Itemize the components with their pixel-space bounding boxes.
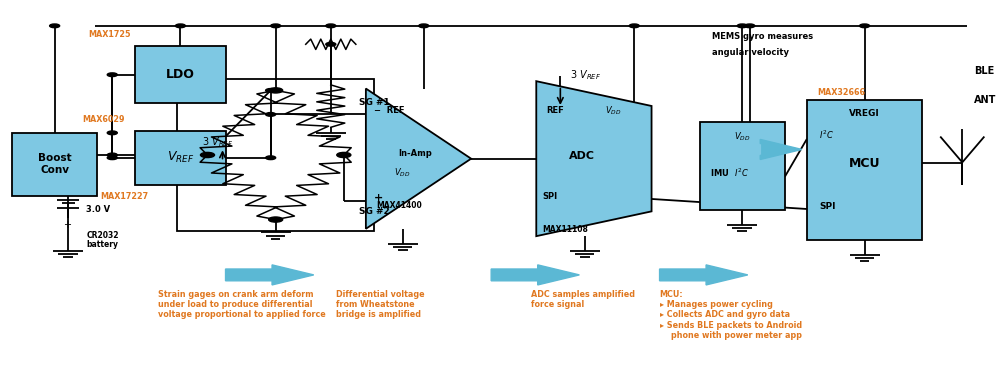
Circle shape: [49, 24, 59, 28]
Text: 3.0 V: 3.0 V: [86, 205, 110, 214]
FancyBboxPatch shape: [12, 133, 97, 196]
Polygon shape: [366, 89, 471, 229]
Text: Boost
Conv: Boost Conv: [38, 154, 71, 175]
Text: IMU  $I^2C$: IMU $I^2C$: [709, 166, 747, 179]
Text: $I^2C$: $I^2C$: [819, 128, 833, 141]
Circle shape: [266, 156, 276, 160]
Text: $3\ V_{REF}$: $3\ V_{REF}$: [202, 135, 233, 149]
Circle shape: [859, 24, 869, 28]
Bar: [177, 79, 374, 231]
Circle shape: [107, 73, 117, 77]
Text: SPI: SPI: [541, 192, 557, 201]
Text: LDO: LDO: [165, 68, 194, 81]
FancyBboxPatch shape: [807, 100, 921, 240]
Text: SG #2: SG #2: [359, 207, 389, 216]
Text: Strain gages on crank arm deform
under load to produce differential
voltage prop: Strain gages on crank arm deform under l…: [158, 290, 326, 320]
Text: SG #1: SG #1: [359, 98, 389, 107]
Text: +: +: [374, 193, 383, 203]
Circle shape: [628, 24, 638, 28]
Circle shape: [326, 42, 336, 46]
Text: SPI: SPI: [819, 202, 835, 211]
Text: ANT: ANT: [973, 95, 996, 105]
Circle shape: [271, 24, 281, 28]
Text: MAX32666: MAX32666: [817, 88, 864, 97]
Circle shape: [175, 24, 185, 28]
Circle shape: [266, 113, 276, 116]
Text: Differential voltage
from Wheatstone
bridge is amplified: Differential voltage from Wheatstone bri…: [336, 290, 424, 320]
Text: MEMS gyro measures: MEMS gyro measures: [711, 32, 812, 41]
Circle shape: [266, 89, 276, 92]
Circle shape: [736, 24, 746, 28]
FancyArrow shape: [491, 265, 579, 285]
Text: $3\ V_{REF}$: $3\ V_{REF}$: [570, 68, 601, 82]
Circle shape: [107, 156, 117, 160]
Text: MAX1725: MAX1725: [88, 30, 130, 39]
FancyArrow shape: [225, 265, 314, 285]
Circle shape: [337, 152, 351, 158]
Text: ADC: ADC: [568, 151, 594, 161]
Text: $+$: $+$: [63, 219, 72, 230]
Text: REF: REF: [546, 106, 563, 115]
FancyBboxPatch shape: [135, 131, 225, 184]
Polygon shape: [536, 81, 651, 236]
Text: CR2032: CR2032: [86, 231, 118, 240]
Text: In-Amp: In-Amp: [398, 149, 431, 158]
Circle shape: [107, 131, 117, 135]
Circle shape: [107, 153, 117, 157]
Text: BLE: BLE: [973, 66, 994, 76]
Text: MAX11108: MAX11108: [541, 224, 587, 234]
Text: $V_{REF}$: $V_{REF}$: [166, 150, 193, 165]
Text: $V_{DD}$: $V_{DD}$: [605, 104, 621, 117]
Circle shape: [269, 217, 283, 222]
Text: battery: battery: [86, 240, 118, 249]
Text: ADC samples amplified
force signal: ADC samples amplified force signal: [531, 290, 634, 309]
Circle shape: [744, 24, 755, 28]
FancyBboxPatch shape: [699, 122, 785, 210]
Circle shape: [200, 152, 214, 158]
Text: −  REF: − REF: [374, 106, 404, 114]
Text: MAX6029: MAX6029: [82, 115, 124, 124]
FancyArrow shape: [760, 139, 802, 159]
Circle shape: [269, 88, 283, 93]
FancyArrow shape: [659, 265, 747, 285]
Circle shape: [418, 24, 428, 28]
Circle shape: [326, 24, 336, 28]
Text: $V_{DD}$: $V_{DD}$: [733, 131, 749, 143]
Text: MAX17227: MAX17227: [100, 192, 148, 201]
FancyBboxPatch shape: [135, 46, 225, 103]
Text: VREGI: VREGI: [849, 110, 879, 118]
Text: MAX41400: MAX41400: [376, 201, 421, 210]
Text: $V_{DD}$: $V_{DD}$: [394, 166, 410, 179]
Text: MCU:
▸ Manages power cycling
▸ Collects ADC and gyro data
▸ Sends BLE packets to: MCU: ▸ Manages power cycling ▸ Collects …: [659, 290, 801, 340]
Text: angular velocity: angular velocity: [711, 48, 788, 57]
Text: MCU: MCU: [848, 157, 880, 170]
